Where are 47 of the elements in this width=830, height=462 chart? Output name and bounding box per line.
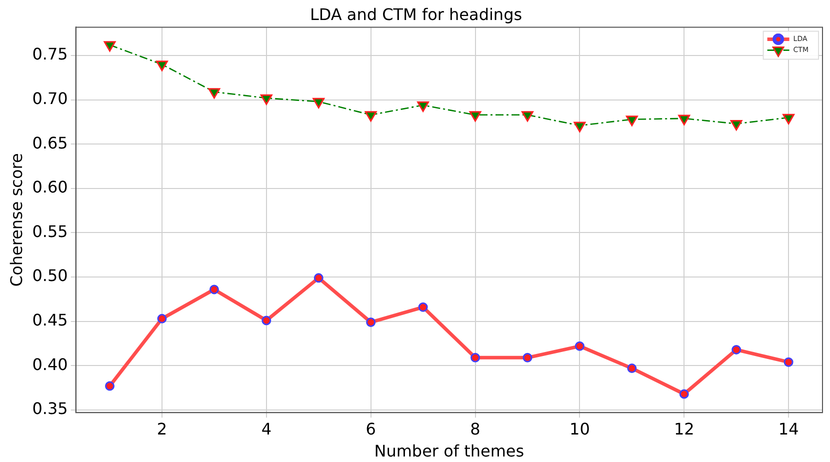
- point: [784, 357, 794, 367]
- point: [470, 352, 480, 362]
- y-tick-label: 0.70: [32, 89, 68, 108]
- point: [364, 111, 377, 122]
- x-tick-label: 8: [470, 419, 480, 438]
- point: [417, 101, 429, 112]
- point: [732, 344, 742, 354]
- x-tick-label: 2: [156, 419, 168, 438]
- x-tick-label: 6: [366, 419, 376, 438]
- x-tick-label: 4: [261, 419, 272, 438]
- y-axis-title: Coherense score: [6, 153, 26, 287]
- point: [260, 94, 272, 105]
- y-tick-label: 0.40: [32, 354, 68, 374]
- y-tick-label: 0.50: [32, 266, 68, 286]
- point: [157, 314, 167, 324]
- point: [574, 122, 586, 132]
- point: [418, 302, 428, 312]
- point: [626, 116, 638, 126]
- point: [522, 111, 534, 122]
- y-tick-label: 0.65: [32, 133, 68, 152]
- y-tick-label: 0.75: [32, 44, 68, 64]
- point: [366, 317, 376, 327]
- point: [782, 114, 795, 124]
- point: [678, 114, 690, 126]
- y-tick-label: 0.45: [32, 310, 68, 330]
- point: [104, 41, 116, 52]
- point: [105, 381, 115, 391]
- y-tick-label: 0.60: [32, 178, 68, 197]
- y-tick-label: 0.35: [32, 399, 68, 418]
- point: [262, 316, 272, 326]
- point: [469, 111, 482, 122]
- point: [679, 389, 689, 399]
- point: [312, 98, 325, 108]
- chart-title: LDA and CTM for headings: [310, 4, 522, 24]
- point: [522, 352, 532, 362]
- point: [156, 60, 168, 72]
- y-tick-label: 0.55: [32, 222, 68, 241]
- point: [209, 284, 219, 294]
- x-axis-title: Number of themes: [374, 442, 524, 461]
- point: [627, 364, 637, 374]
- x-tick-label: 12: [674, 419, 694, 438]
- point: [314, 273, 324, 283]
- x-tick-label: 10: [570, 419, 590, 438]
- point: [730, 120, 742, 131]
- point: [208, 88, 220, 99]
- point: [574, 341, 584, 351]
- x-tick-label: 14: [778, 419, 799, 438]
